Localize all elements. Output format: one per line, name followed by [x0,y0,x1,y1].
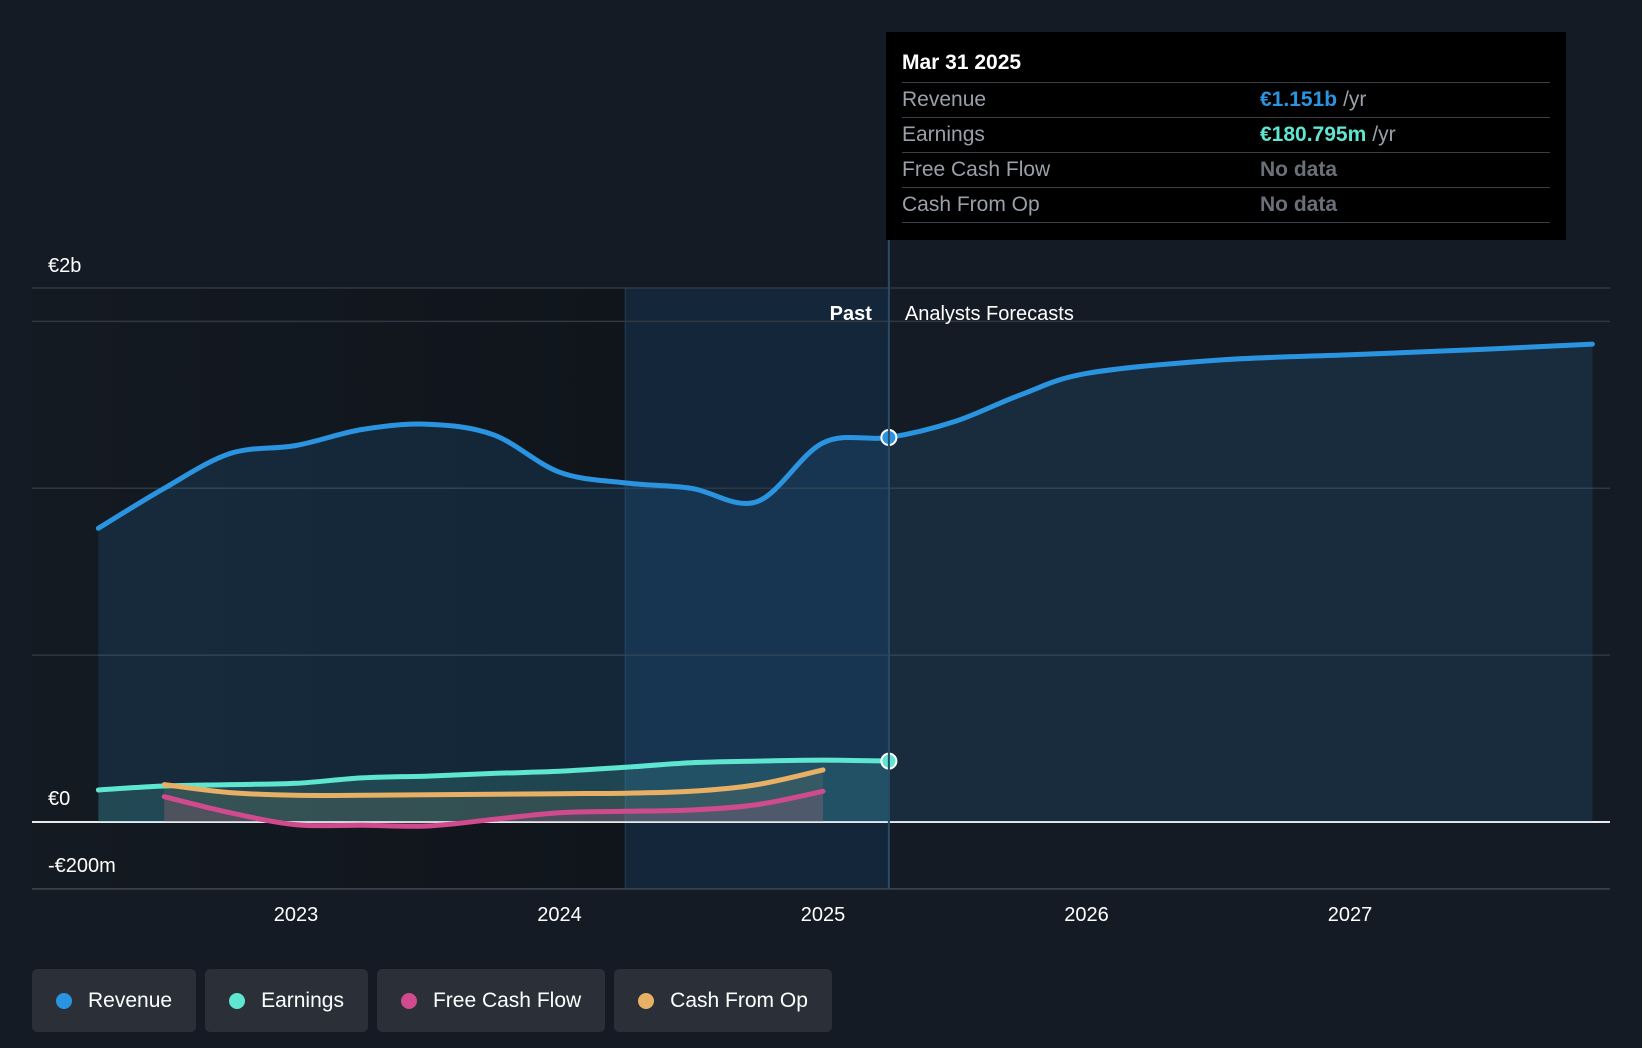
legend-item-earnings[interactable]: Earnings [205,969,368,1032]
tooltip-label: Earnings [902,123,985,146]
tooltip-label: Revenue [902,88,987,111]
legend-dot-icon [638,992,655,1009]
legend-item-free-cash-flow[interactable]: Free Cash Flow [376,969,606,1032]
series-line-free-cash-flow [161,788,826,829]
y-tick-label: €0 [48,788,70,810]
legend: Revenue Earnings Free Cash Flow Cash Fro… [32,969,832,1032]
x-tick-label: 2026 [1064,904,1109,926]
legend-dot-icon [229,992,246,1009]
x-tick-label: 2025 [801,904,846,926]
tooltip-value: No data [1260,193,1338,216]
tooltip-value: €180.795m [1260,123,1367,146]
x-tick-label: 2027 [1328,904,1373,926]
legend-label: Earnings [261,988,344,1012]
area-revenue [98,344,1593,822]
forecast-label: Analysts Forecasts [905,303,1074,325]
x-tick-label: 2024 [537,904,582,926]
tooltip-row-free-cash-flow: Free Cash Flow No data [902,153,1550,188]
y-tick-label: -€200m [48,855,116,877]
tooltip-row-earnings: Earnings €180.795m /yr [902,118,1550,153]
legend-item-cash-from-op[interactable]: Cash From Op [614,969,832,1032]
area-earnings [98,760,889,822]
series-line-earnings [95,757,892,793]
tooltip-label: Free Cash Flow [902,158,1051,181]
legend-label: Cash From Op [670,988,808,1012]
y-tick-label: €2b [48,255,81,277]
series-line-cash-from-op [161,767,826,798]
legend-dot-icon [400,992,417,1009]
tooltip-row-revenue: Revenue €1.151b /yr [902,83,1550,118]
legend-item-revenue[interactable]: Revenue [32,969,197,1032]
tooltip-label: Cash From Op [902,193,1040,216]
recent-highlight-region [625,288,889,889]
legend-label: Free Cash Flow [432,988,582,1012]
x-tick-label: 2023 [274,904,319,926]
tooltip-row-cash-from-op: Cash From Op No data [902,188,1550,223]
tooltip-unit: /yr [1343,88,1367,111]
past-label: Past [830,303,873,325]
tooltip-value: €1.151b [1260,88,1338,111]
area-free-cash-flow [164,791,823,827]
legend-dot-icon [56,992,72,1009]
tooltip-panel: Mar 31 2025 Revenue €1.151b /yr Earnings… [886,32,1566,240]
legend-label: Revenue [88,988,173,1012]
tooltip-unit: /yr [1372,123,1396,146]
tooltip-value: No data [1260,158,1338,181]
series-line-revenue [95,341,1595,531]
tooltip-date: Mar 31 2025 [902,46,1550,83]
